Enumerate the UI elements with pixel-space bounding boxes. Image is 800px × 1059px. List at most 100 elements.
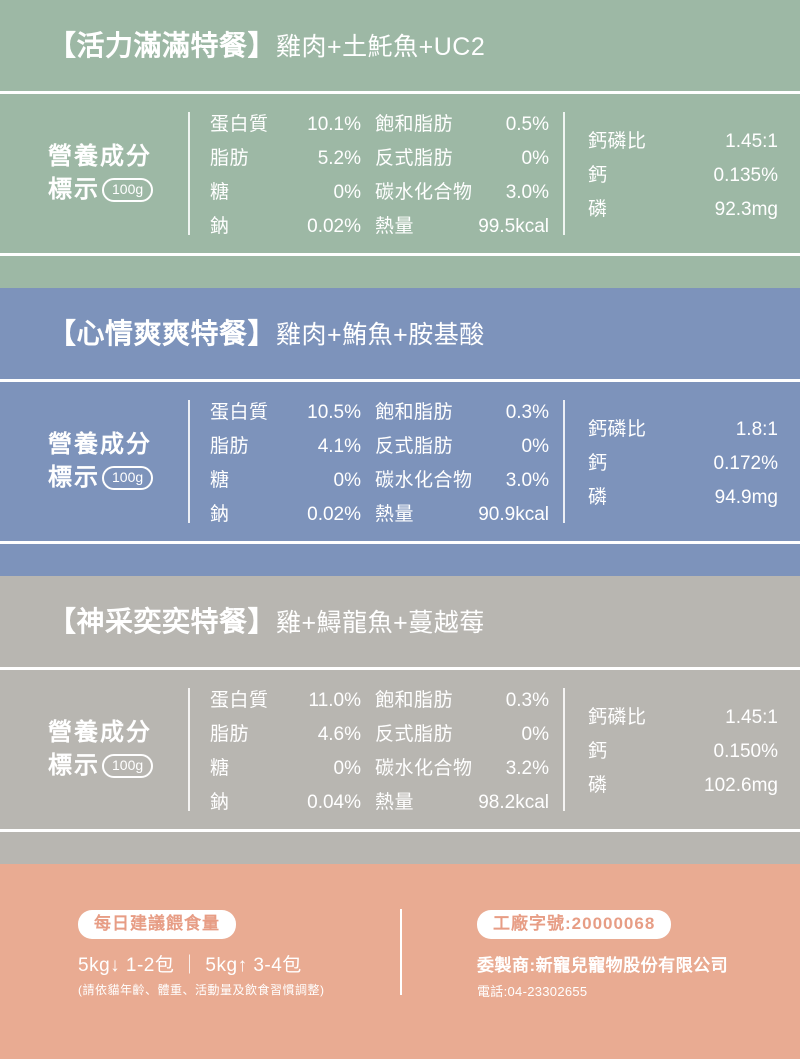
telephone-text: 電話:04-23302655	[477, 984, 588, 1000]
nutrient-row: 糖 0%	[210, 465, 375, 492]
nutrient-key: 脂肪	[210, 724, 250, 745]
nutrient-key: 蛋白質	[210, 402, 269, 423]
nutrient-value: 0%	[521, 436, 549, 457]
mineral-grid-1: 鈣磷比 1.45:1 鈣 0.135% 磷 92.3mg	[563, 126, 800, 221]
footer-info-section: 每日建議餵食量 5kg↓ 1-2包 ｜ 5kg↑ 3-4包 (請依貓年齡、體重、…	[0, 864, 800, 1059]
nutrient-row: 反式脂肪 0%	[375, 719, 563, 746]
nutrient-value: 0%	[333, 470, 361, 491]
feeding-note-text: (請依貓年齡、體重、活動量及飲食習慣調整)	[78, 983, 325, 998]
title-divider-2	[0, 379, 800, 382]
nutrient-key: 反式脂肪	[375, 436, 454, 457]
nutrient-key: 鈉	[210, 792, 230, 813]
mineral-row: 鈣磷比 1.45:1	[588, 126, 800, 153]
mineral-value: 1.45:1	[725, 707, 778, 728]
mineral-key: 磷	[588, 199, 608, 220]
nutrition-heading-3: 營養成分 標示 100g	[0, 717, 188, 782]
column-divider-left-3	[188, 688, 190, 811]
nutrient-row: 反式脂肪 0%	[375, 431, 563, 458]
mineral-key: 鈣磷比	[588, 419, 647, 440]
nutrient-value: 0.3%	[505, 690, 549, 711]
nutrient-key: 糖	[210, 470, 230, 491]
nutrient-row: 蛋白質 11.0%	[210, 685, 375, 712]
product-title-bracket-3: 【神采奕奕特餐】	[48, 605, 277, 637]
nutrient-row: 熱量 99.5kcal	[375, 211, 563, 238]
mineral-row: 鈣 0.135%	[588, 160, 800, 187]
panel-bottom-divider-2	[0, 541, 800, 544]
mineral-key: 鈣磷比	[588, 707, 647, 728]
nutrient-grid-2: 蛋白質 10.5% 飽和脂肪 0.3% 脂肪 4.1% 反式脂肪 0% 糖 0% 碳水化合…	[188, 397, 563, 526]
mineral-key: 鈣	[588, 453, 608, 474]
column-divider-left-2	[188, 400, 190, 523]
nutrient-key: 鈉	[210, 504, 230, 525]
mineral-grid-2: 鈣磷比 1.8:1 鈣 0.172% 磷 94.9mg	[563, 414, 800, 509]
nutrient-key: 碳水化合物	[375, 758, 473, 779]
nutrition-heading-1: 營養成分 標示 100g	[0, 141, 188, 206]
factory-number-pill: 工廠字號:20000068	[477, 910, 672, 940]
nutrient-row: 蛋白質 10.1%	[210, 109, 375, 136]
nutrient-row: 反式脂肪 0%	[375, 143, 563, 170]
nutrient-key: 熱量	[375, 216, 415, 237]
mineral-row: 鈣磷比 1.8:1	[588, 414, 800, 441]
nutrient-value: 3.0%	[505, 470, 549, 491]
nutrient-key: 鈉	[210, 216, 230, 237]
manufacturer-block: 工廠字號:20000068 委製商:新寵兒寵物股份有限公司 電話:04-2330…	[400, 864, 800, 1000]
feeding-guide-pill: 每日建議餵食量	[78, 910, 236, 940]
manufacturer-text: 委製商:新寵兒寵物股份有限公司	[477, 956, 729, 976]
nutrient-key: 糖	[210, 758, 230, 779]
nutrition-heading-line1-1: 營養成分	[48, 143, 152, 171]
product-title-1: 【活力滿滿特餐】雞肉+土魠魚+UC2	[0, 0, 800, 91]
product-title-3: 【神采奕奕特餐】雞+鱘龍魚+蔓越莓	[0, 576, 800, 667]
title-divider-3	[0, 667, 800, 670]
panel-bottom-divider-1	[0, 253, 800, 256]
nutrient-key: 反式脂肪	[375, 148, 454, 169]
panel-bottom-divider-3	[0, 829, 800, 832]
serving-size-badge-2: 100g	[102, 465, 154, 490]
nutrient-value: 0%	[333, 758, 361, 779]
mineral-value: 102.6mg	[704, 775, 778, 796]
nutrient-key: 碳水化合物	[375, 470, 473, 491]
mineral-key: 鈣	[588, 741, 608, 762]
product-title-rest-1: 雞肉+土魠魚+UC2	[276, 32, 486, 61]
nutrient-row: 熱量 90.9kcal	[375, 499, 563, 526]
mineral-row: 磷 94.9mg	[588, 482, 800, 509]
nutrition-heading-line2-2: 標示	[48, 463, 100, 491]
panel-gap-2	[0, 544, 800, 576]
column-divider-right-2	[563, 400, 565, 523]
mineral-value: 1.45:1	[725, 131, 778, 152]
footer-divider	[400, 909, 402, 995]
product-panel-2: 【心情爽爽特餐】雞肉+鮪魚+胺基酸 營養成分 標示 100g 蛋白質 10.5% …	[0, 288, 800, 576]
nutrient-grid-3: 蛋白質 11.0% 飽和脂肪 0.3% 脂肪 4.6% 反式脂肪 0% 糖 0% 碳水化合…	[188, 685, 563, 814]
nutrient-key: 熱量	[375, 504, 415, 525]
mineral-value: 0.150%	[713, 741, 778, 762]
nutrient-value: 90.9kcal	[478, 504, 549, 525]
product-panel-3: 【神采奕奕特餐】雞+鱘龍魚+蔓越莓 營養成分 標示 100g 蛋白質 11.0% …	[0, 576, 800, 864]
nutrient-key: 飽和脂肪	[375, 114, 454, 135]
mineral-row: 鈣 0.172%	[588, 448, 800, 475]
mineral-key: 鈣磷比	[588, 131, 647, 152]
nutrient-row: 鈉 0.02%	[210, 499, 375, 526]
nutrient-value: 3.0%	[505, 182, 549, 203]
feeding-amount-text: 5kg↓ 1-2包 ｜ 5kg↑ 3-4包	[78, 955, 302, 977]
nutrient-key: 熱量	[375, 792, 415, 813]
nutrient-row: 糖 0%	[210, 177, 375, 204]
nutrition-heading-line2-3: 標示	[48, 751, 100, 779]
mineral-row: 鈣 0.150%	[588, 736, 800, 763]
nutrient-value: 0.02%	[307, 504, 361, 525]
nutrient-row: 糖 0%	[210, 753, 375, 780]
nutrient-key: 飽和脂肪	[375, 690, 454, 711]
nutrient-value: 0%	[521, 724, 549, 745]
product-title-2: 【心情爽爽特餐】雞肉+鮪魚+胺基酸	[0, 288, 800, 379]
nutrient-value: 10.5%	[307, 402, 361, 423]
mineral-row: 磷 92.3mg	[588, 194, 800, 221]
mineral-key: 磷	[588, 487, 608, 508]
nutrient-row: 脂肪 4.1%	[210, 431, 375, 458]
nutrient-row: 脂肪 4.6%	[210, 719, 375, 746]
nutrient-row: 碳水化合物 3.2%	[375, 753, 563, 780]
mineral-value: 1.8:1	[735, 419, 778, 440]
panel-gap-1	[0, 256, 800, 288]
product-title-bracket-2: 【心情爽爽特餐】	[48, 317, 277, 349]
nutrient-key: 碳水化合物	[375, 182, 473, 203]
nutrition-heading-line1-2: 營養成分	[48, 431, 152, 459]
nutrient-key: 脂肪	[210, 148, 250, 169]
